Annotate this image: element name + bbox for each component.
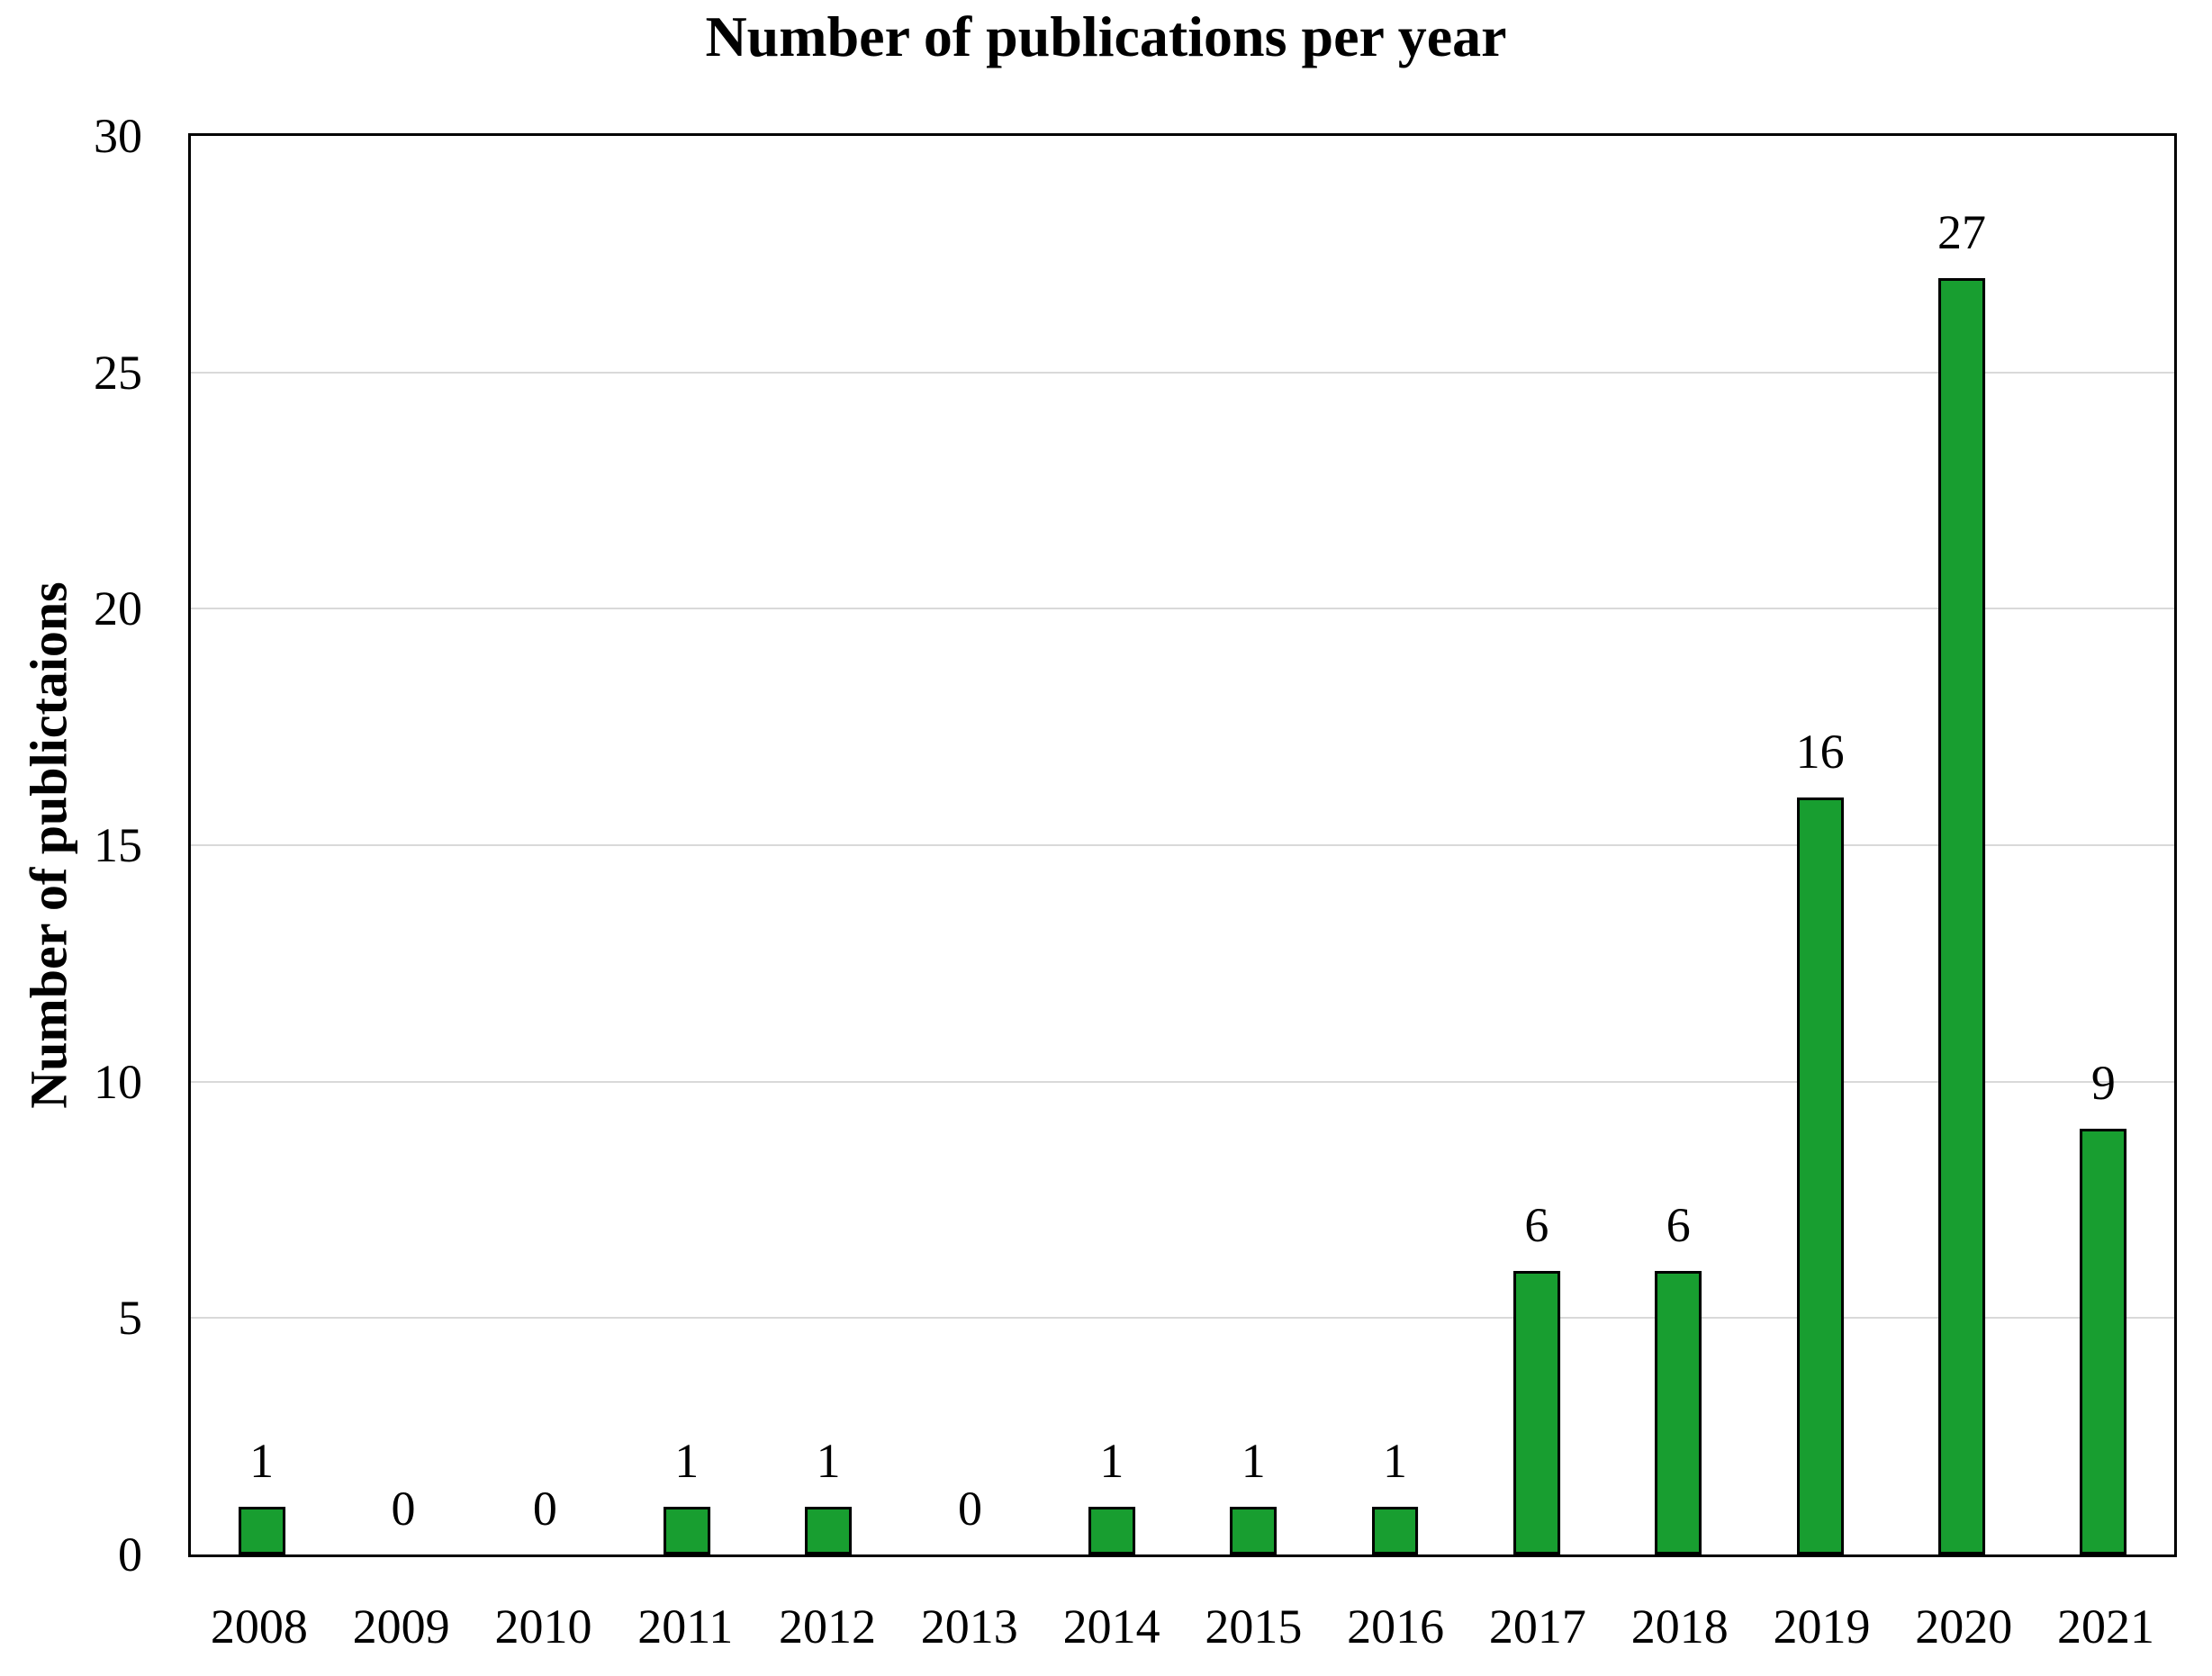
bar-value-label: 9 bbox=[2090, 1056, 2116, 1111]
bar-slot: 9 bbox=[2033, 136, 2174, 1554]
bar-value-label: 1 bbox=[1099, 1434, 1124, 1489]
bar-value-label: 6 bbox=[1666, 1197, 1691, 1252]
bar-slot: 1 bbox=[191, 136, 332, 1554]
y-tick-label: 20 bbox=[94, 581, 142, 636]
bar bbox=[663, 1507, 710, 1554]
x-tick-label: 2014 bbox=[1062, 1599, 1160, 1653]
bar-value-label: 1 bbox=[1241, 1434, 1266, 1489]
bar bbox=[1230, 1507, 1278, 1554]
bar-slot: 1 bbox=[757, 136, 898, 1554]
x-tick-label: 2020 bbox=[1915, 1599, 2013, 1653]
x-tick-label: 2017 bbox=[1488, 1599, 1586, 1653]
x-tick-label: 2019 bbox=[1773, 1599, 1871, 1653]
bar bbox=[1655, 1270, 1702, 1554]
bar-slot: 1 bbox=[1324, 136, 1466, 1554]
y-tick-label: 10 bbox=[94, 1054, 142, 1109]
bar-value-label: 1 bbox=[1383, 1434, 1408, 1489]
x-tick-label: 2012 bbox=[779, 1599, 877, 1653]
bar-value-label: 6 bbox=[1524, 1197, 1549, 1252]
bar-slot: 1 bbox=[1183, 136, 1324, 1554]
bar bbox=[1796, 797, 1844, 1554]
bar-value-label: 1 bbox=[816, 1434, 841, 1489]
bar bbox=[805, 1507, 853, 1554]
y-tick-label: 0 bbox=[118, 1527, 142, 1581]
bar-value-label: 1 bbox=[249, 1434, 275, 1489]
x-tick-label: 2009 bbox=[352, 1599, 450, 1653]
x-tick-label: 2021 bbox=[2057, 1599, 2155, 1653]
gridline bbox=[191, 608, 2174, 610]
bar-slot: 0 bbox=[332, 136, 474, 1554]
bar-value-label: 0 bbox=[532, 1482, 557, 1536]
gridline bbox=[191, 844, 2174, 846]
bar-slot: 1 bbox=[616, 136, 757, 1554]
bar-slot: 16 bbox=[1749, 136, 1891, 1554]
bar bbox=[2080, 1129, 2127, 1554]
x-axis-labels: 2008 2009 2010 2011 2012 2013 2014 2015 2016 2017… bbox=[188, 1602, 2177, 1651]
bar-slot: 0 bbox=[474, 136, 616, 1554]
bar-slot: 27 bbox=[1891, 136, 2032, 1554]
bar-value-label: 0 bbox=[391, 1482, 416, 1536]
bar bbox=[1371, 1507, 1419, 1554]
bar-slot: 1 bbox=[1041, 136, 1182, 1554]
x-tick-label: 2011 bbox=[637, 1599, 734, 1653]
x-tick-label: 2015 bbox=[1205, 1599, 1303, 1653]
x-tick-label: 2013 bbox=[920, 1599, 1018, 1653]
bar bbox=[1088, 1507, 1135, 1554]
y-tick-label: 30 bbox=[94, 109, 142, 163]
gridline bbox=[191, 1317, 2174, 1320]
x-tick-label: 2008 bbox=[210, 1599, 308, 1653]
bar-slot: 6 bbox=[1608, 136, 1749, 1554]
bar bbox=[1512, 1270, 1560, 1554]
y-tick-label: 15 bbox=[94, 818, 142, 872]
gridline bbox=[191, 371, 2174, 374]
gridline bbox=[191, 1080, 2174, 1083]
bar bbox=[1938, 277, 1985, 1554]
y-tick-label: 25 bbox=[94, 345, 142, 400]
bar bbox=[238, 1507, 285, 1554]
bar-slot: 6 bbox=[1466, 136, 1607, 1554]
x-tick-label: 2018 bbox=[1630, 1599, 1729, 1653]
plot-area: 1 0 0 1 1 0 1 1 1 6 6 16 27 9 bbox=[188, 133, 2177, 1557]
x-tick-label: 2016 bbox=[1347, 1599, 1445, 1653]
bar-slot: 0 bbox=[899, 136, 1041, 1554]
bar-value-label: 16 bbox=[1795, 725, 1845, 779]
y-tick-label: 5 bbox=[118, 1291, 142, 1346]
x-tick-label: 2010 bbox=[494, 1599, 592, 1653]
chart-title: Number of publications per year bbox=[705, 5, 1507, 68]
bar-value-label: 27 bbox=[1937, 204, 1986, 259]
bar-value-label: 0 bbox=[957, 1482, 982, 1536]
bars-container: 1 0 0 1 1 0 1 1 1 6 6 16 27 9 bbox=[191, 136, 2174, 1554]
bar-value-label: 1 bbox=[674, 1434, 700, 1489]
